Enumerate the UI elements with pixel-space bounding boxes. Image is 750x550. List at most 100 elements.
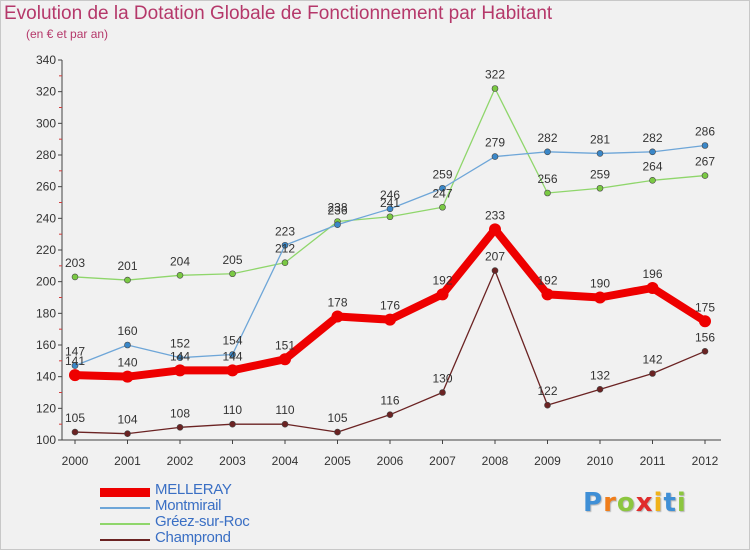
data-point — [281, 420, 289, 428]
data-label: 212 — [275, 242, 295, 256]
data-point — [491, 85, 499, 92]
data-label: 201 — [117, 259, 137, 273]
data-point — [386, 411, 394, 418]
data-point — [176, 272, 184, 279]
data-point — [541, 288, 554, 301]
data-point — [491, 267, 499, 274]
data-label: 105 — [327, 411, 347, 425]
legend-label: Gréez-sur-Roc — [155, 513, 250, 530]
data-label: 259 — [590, 167, 610, 181]
logo-letter: r — [603, 488, 617, 518]
data-point — [544, 189, 551, 197]
x-tick-label: 2012 — [692, 454, 719, 468]
data-point — [281, 259, 289, 266]
chart-axes: 100 120 140 160 180 200 220 240 260 280 300 320 340 2… — [36, 53, 721, 468]
data-point — [649, 148, 656, 156]
data-point — [384, 313, 396, 326]
y-tick-label: 220 — [36, 243, 56, 257]
data-label: 264 — [642, 159, 662, 173]
proxiti-logo: Proxiti — [583, 488, 687, 518]
data-point — [71, 362, 79, 369]
data-label: 110 — [223, 403, 242, 417]
y-tick-label: 240 — [36, 211, 56, 225]
data-point — [176, 354, 184, 361]
data-label: 175 — [695, 300, 715, 314]
y-tick-label: 260 — [36, 180, 56, 194]
legend-swatch — [100, 487, 150, 497]
data-label: 178 — [327, 296, 347, 310]
chart-subtitle: (en € et par an) — [26, 27, 109, 41]
legend-label: Champrond — [155, 529, 231, 546]
data-point — [596, 150, 604, 157]
data-label: 160 — [117, 324, 137, 338]
series-layer — [69, 85, 711, 437]
data-label: 246 — [380, 188, 400, 202]
data-label: 281 — [590, 132, 610, 146]
data-point — [646, 282, 659, 294]
logo-letter: i — [653, 488, 664, 518]
x-tick-label: 2002 — [167, 454, 194, 468]
data-point — [386, 213, 394, 221]
series-gr-ez-sur-roc — [71, 85, 709, 284]
data-label: 236 — [327, 204, 347, 218]
data-label: 152 — [170, 337, 190, 351]
data-label: 144 — [170, 349, 190, 363]
data-point — [229, 270, 236, 278]
data-point — [124, 341, 131, 349]
series-line-gr-ez-sur-roc — [74, 87, 706, 281]
data-label: 279 — [485, 136, 505, 150]
data-point — [71, 273, 79, 281]
x-tick-label: 2008 — [482, 454, 509, 468]
data-point — [701, 142, 709, 149]
data-label: 116 — [380, 394, 399, 408]
data-label: 147 — [65, 345, 85, 359]
data-point — [439, 203, 446, 211]
x-tick-label: 2011 — [640, 454, 666, 468]
data-point — [701, 172, 709, 179]
data-label: 322 — [485, 68, 505, 82]
chart-title: Evolution de la Dotation Globale de Fonc… — [4, 3, 553, 24]
data-point — [491, 153, 499, 160]
data-point — [594, 291, 606, 304]
y-tick-label: 120 — [36, 401, 56, 415]
data-label: 104 — [117, 413, 137, 427]
data-point — [229, 420, 236, 428]
data-label: 256 — [537, 172, 557, 186]
data-point — [649, 370, 656, 377]
data-point — [439, 389, 446, 396]
series-melleray — [69, 223, 711, 383]
x-tick-label: 2009 — [534, 454, 561, 468]
data-label: 203 — [65, 256, 85, 270]
data-point — [439, 184, 446, 192]
data-label: 282 — [537, 131, 557, 145]
data-label: 156 — [695, 330, 715, 344]
x-tick-label: 2003 — [219, 454, 246, 468]
data-label: 286 — [695, 125, 715, 139]
data-label: 122 — [537, 384, 557, 398]
legend-swatch — [100, 507, 150, 509]
data-point — [281, 241, 289, 249]
data-label: 238 — [327, 201, 347, 215]
legend-label: MELLERAY — [155, 481, 232, 498]
data-point — [174, 364, 186, 377]
series-montmirail — [71, 142, 709, 369]
y-tick-label: 320 — [36, 85, 56, 99]
y-tick-label: 300 — [36, 116, 56, 130]
y-tick-label: 180 — [36, 306, 56, 320]
y-tick-label: 140 — [36, 370, 56, 384]
data-point — [229, 351, 236, 358]
data-point — [386, 205, 394, 213]
data-point — [226, 364, 239, 377]
data-point — [489, 223, 501, 236]
x-tick-label: 2000 — [62, 454, 89, 468]
data-point — [71, 428, 79, 436]
data-label: 176 — [380, 299, 400, 313]
y-tick-label: 280 — [36, 148, 56, 162]
data-label: 233 — [485, 208, 505, 222]
data-point — [596, 386, 604, 393]
data-label: 144 — [222, 349, 242, 363]
data-label: 259 — [432, 167, 452, 181]
data-point — [544, 148, 551, 156]
data-label: 110 — [275, 403, 294, 417]
